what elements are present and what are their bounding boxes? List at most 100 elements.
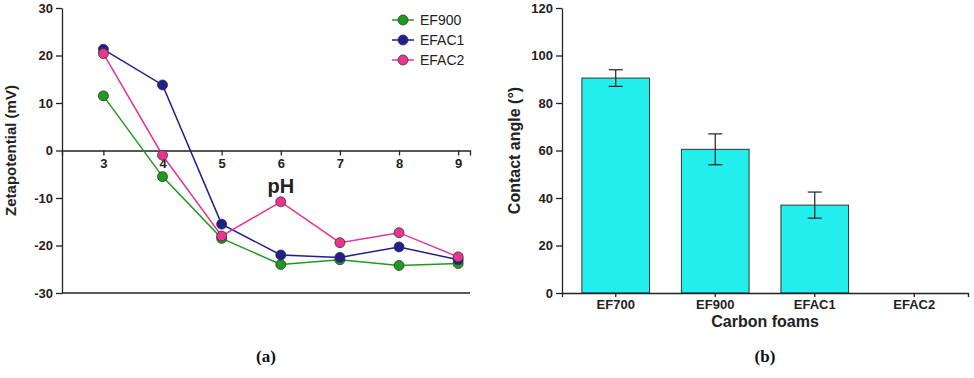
plot-frame [62, 292, 470, 293]
error-cap [708, 133, 722, 134]
tick: EFAC2 [893, 293, 935, 312]
series-line [103, 54, 458, 257]
error-cap [808, 218, 822, 219]
marker [158, 80, 168, 90]
tick-label: 6 [278, 156, 285, 171]
tick-label: -30 [34, 286, 53, 301]
tick-label: 5 [219, 156, 226, 171]
tick-label: 30 [39, 1, 53, 16]
legend-swatch [398, 55, 408, 65]
legend-label: EFAC1 [420, 32, 465, 48]
tick: -30 [34, 286, 62, 301]
tick-label: 120 [531, 1, 553, 16]
tick-label: 3 [100, 156, 107, 171]
tick: 6 [278, 151, 285, 171]
series-line [103, 49, 458, 259]
tick-mark [56, 245, 62, 246]
error-stem [814, 192, 815, 218]
plot-area [98, 44, 463, 270]
marker [276, 197, 286, 207]
tick: 5 [219, 151, 226, 171]
tick-label: 60 [539, 143, 553, 158]
tick: EF700 [597, 293, 635, 312]
marker [158, 150, 168, 160]
tick-mark [556, 245, 562, 246]
tick-mark [556, 8, 562, 9]
tick: EFAC1 [794, 293, 836, 312]
error-cap [609, 86, 623, 87]
tick: 3 [100, 151, 107, 171]
marker [394, 260, 404, 270]
error-cap [609, 69, 623, 70]
tick-label: -20 [34, 238, 53, 253]
legend-swatch [398, 15, 408, 25]
plot-area [582, 70, 849, 293]
axis: -30 -20 -10 0 10 20 30 [34, 1, 62, 301]
tick: 7 [337, 151, 344, 171]
axis-line [63, 151, 471, 156]
tick-label: 7 [337, 156, 344, 171]
marker [453, 252, 463, 262]
error-stem [615, 70, 616, 87]
y-axis-title: Zetapotential (mV) [2, 85, 19, 216]
tick: 20 [39, 48, 62, 63]
tick-label: 0 [46, 143, 53, 158]
tick-mark [556, 103, 562, 104]
tick: 0 [46, 143, 62, 158]
tick: 120 [531, 1, 562, 16]
legend-label: EFAC2 [420, 52, 465, 68]
legend: EF900EFAC1EFAC2 [392, 12, 465, 68]
legend-entry: EFAC2 [392, 52, 465, 68]
tick: 0 [546, 286, 562, 301]
tick: -20 [34, 238, 62, 253]
bar [781, 205, 849, 293]
tick-mark [56, 293, 62, 294]
axis-line [562, 9, 563, 294]
tick-mark [56, 150, 62, 151]
marker [276, 250, 286, 260]
tick-label: 8 [396, 156, 403, 171]
tick-label: EFAC2 [893, 297, 935, 312]
marker [394, 228, 404, 238]
marker [335, 252, 345, 262]
tick-label: 9 [455, 156, 462, 171]
tick-mark [556, 150, 562, 151]
error-bar [808, 192, 822, 218]
y-axis-title: Contact angle (°) [506, 87, 523, 214]
tick-label: 100 [531, 48, 553, 63]
tick-label: 20 [39, 48, 53, 63]
error-cap [708, 164, 722, 165]
tick-label: EF900 [696, 297, 734, 312]
marker [98, 49, 108, 59]
bar [681, 149, 749, 293]
tick: 30 [39, 1, 62, 16]
panel-label: (a) [256, 347, 276, 366]
tick: 40 [539, 191, 562, 206]
tick-label: EF700 [597, 297, 635, 312]
marker [217, 231, 227, 241]
marker [276, 260, 286, 270]
error-bar [609, 70, 623, 87]
axis: 3456789 [63, 151, 471, 171]
series-line [103, 96, 458, 266]
legend-entry: EFAC1 [392, 32, 465, 48]
tick: -10 [34, 191, 62, 206]
tick-label: 20 [539, 238, 553, 253]
tick-label: 10 [39, 96, 53, 111]
tick-label: 80 [539, 96, 553, 111]
x-axis-title: pH [267, 175, 294, 197]
legend-swatch [398, 35, 408, 45]
marker [98, 91, 108, 101]
tick-mark [56, 55, 62, 56]
error-cap [808, 191, 822, 192]
marker [158, 172, 168, 182]
tick-mark [56, 8, 62, 9]
tick: 9 [455, 151, 462, 171]
tick: EF900 [696, 293, 734, 312]
axis: 0 20 40 60 80 100 120 [531, 1, 562, 301]
axis: EF700 EF900 EFAC1 EFAC2 [563, 293, 969, 312]
tick-mark [56, 198, 62, 199]
tick: 60 [539, 143, 562, 158]
error-stem [715, 134, 716, 165]
figure: -30-20-1001020303456789pHZetapotential (… [0, 0, 974, 378]
